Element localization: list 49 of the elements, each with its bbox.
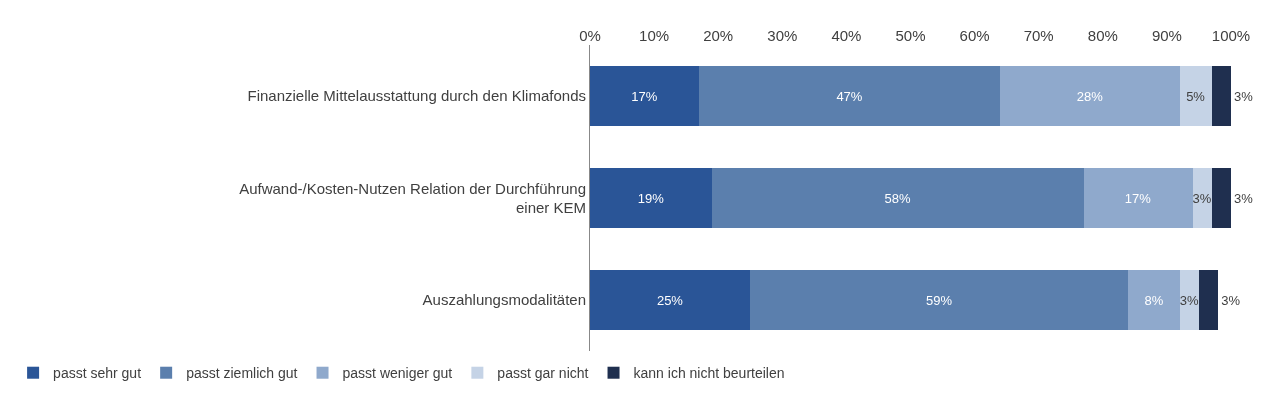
data-label: 8% xyxy=(1144,292,1164,308)
bar xyxy=(1128,270,1180,330)
data-label: 17% xyxy=(1124,190,1152,206)
x-tick-label: 90% xyxy=(1151,27,1182,44)
data-label: 17% xyxy=(631,88,658,104)
y-tick-label: Auszahlungsmodalitäten xyxy=(422,291,586,309)
data-label: 47% xyxy=(836,88,863,104)
bar xyxy=(590,168,712,228)
data-label: 3% xyxy=(1192,190,1212,206)
legend-label: passt weniger gut xyxy=(342,365,453,382)
bar xyxy=(1192,168,1212,228)
legend-label: kann ich nicht beurteilen xyxy=(633,365,785,382)
legend-label: passt gar nicht xyxy=(497,365,589,382)
x-tick-label: 70% xyxy=(1023,27,1054,44)
bar xyxy=(1000,66,1180,126)
bar xyxy=(1179,66,1212,126)
y-tick-label: Aufwand-/Kosten-Nutzen Relation der Durchführung einer KEM xyxy=(239,179,586,216)
x-tick-label: 100% xyxy=(1211,27,1251,44)
y-tick-label: Finanzielle Mittelausstattung durch den Klimafonds xyxy=(247,87,586,105)
data-label: 3% xyxy=(1234,88,1254,104)
bar xyxy=(1211,66,1231,126)
data-label: 25% xyxy=(656,292,684,308)
bar xyxy=(1198,270,1219,330)
data-label: 3% xyxy=(1234,190,1254,206)
bar xyxy=(750,270,1129,330)
data-label: 3% xyxy=(1179,292,1199,308)
data-label: 5% xyxy=(1186,88,1206,104)
legend-label: passt ziemlich gut xyxy=(186,365,298,382)
data-label: 3% xyxy=(1221,292,1241,308)
data-label: 59% xyxy=(926,292,953,308)
bar xyxy=(590,66,699,126)
x-tick-label: 30% xyxy=(767,27,798,44)
legend-label: passt sehr gut xyxy=(53,365,142,382)
x-tick-label: 0% xyxy=(579,27,601,44)
data-label: 58% xyxy=(884,190,911,206)
data-label: 28% xyxy=(1076,88,1104,104)
x-tick-label: 50% xyxy=(895,27,926,44)
bar xyxy=(711,168,1084,228)
x-tick-label: 60% xyxy=(959,27,990,44)
bar xyxy=(698,66,1001,126)
bar xyxy=(1083,168,1193,228)
x-tick-label: 10% xyxy=(639,27,670,44)
x-tick-label: 40% xyxy=(831,27,862,44)
x-tick-label: 80% xyxy=(1087,27,1118,44)
bar xyxy=(590,270,751,330)
data-label: 19% xyxy=(637,190,665,206)
bar xyxy=(1179,270,1199,330)
bar xyxy=(1211,168,1231,228)
x-tick-label: 20% xyxy=(703,27,734,44)
